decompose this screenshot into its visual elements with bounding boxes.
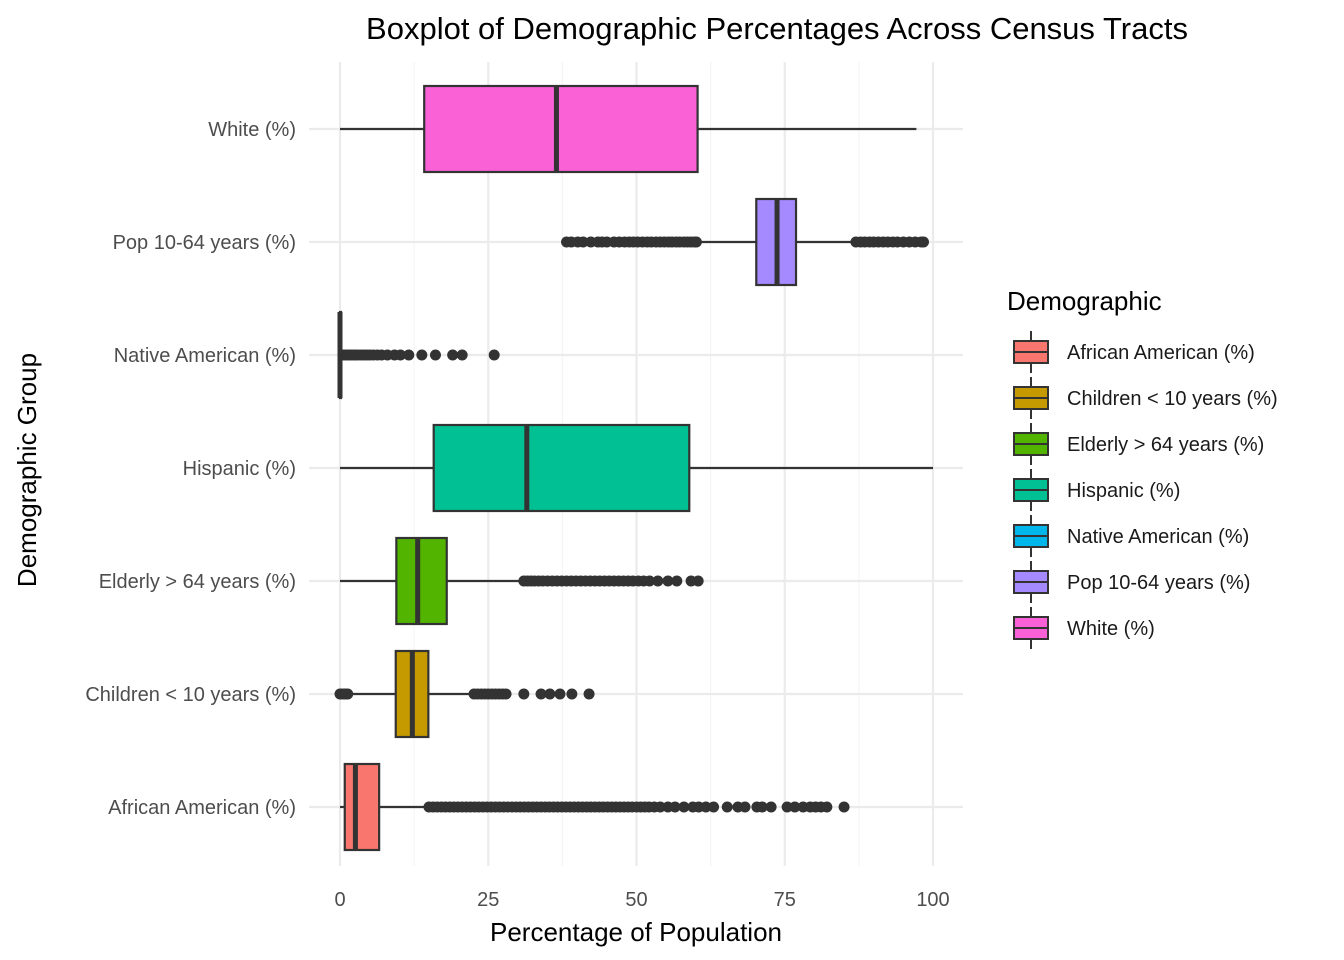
y-axis-title: Demographic Group — [12, 353, 42, 587]
outlier-point — [692, 575, 704, 587]
outlier-point — [456, 349, 468, 361]
outlier-point — [535, 688, 547, 700]
outlier-point — [690, 236, 702, 248]
outlier-point — [700, 801, 712, 813]
boxplot-series — [334, 84, 933, 852]
outlier-point — [500, 688, 512, 700]
outlier-point — [518, 688, 530, 700]
outlier-point — [342, 688, 354, 700]
chart-title: Boxplot of Demographic Percentages Acros… — [366, 11, 1188, 46]
legend-label: Children < 10 years (%) — [1067, 388, 1278, 410]
outlier-point — [544, 688, 556, 700]
x-tick-label: 100 — [916, 889, 949, 911]
y-axis-tick-labels: White (%) Pop 10-64 years (%) Native Ameri… — [85, 119, 296, 819]
outlier-point — [652, 575, 664, 587]
box-iqr — [395, 536, 448, 626]
y-tick-label: Pop 10-64 years (%) — [113, 232, 296, 254]
outlier-point — [429, 349, 441, 361]
outlier-point — [669, 801, 681, 813]
legend-item: Hispanic (%) — [1013, 469, 1180, 511]
y-tick-label: Children < 10 years (%) — [85, 684, 296, 706]
box-iqr — [432, 423, 691, 513]
legend-item: Children < 10 years (%) — [1013, 377, 1278, 419]
legend-label: Hispanic (%) — [1067, 480, 1180, 502]
legend-title: Demographic — [1007, 286, 1162, 316]
box-elderly-64-years — [340, 536, 704, 626]
x-axis-title: Percentage of Population — [490, 917, 782, 947]
legend: Demographic African American (%) Children… — [1007, 286, 1278, 649]
box-white — [340, 84, 917, 174]
outlier-point — [739, 801, 751, 813]
y-tick-label: Elderly > 64 years (%) — [99, 571, 296, 593]
legend-label: Native American (%) — [1067, 526, 1249, 548]
outlier-point — [654, 801, 666, 813]
box-native-american — [337, 310, 500, 400]
legend-item: White (%) — [1013, 607, 1155, 649]
outlier-point — [756, 801, 768, 813]
outlier-point — [403, 349, 415, 361]
outlier-point — [918, 236, 930, 248]
outlier-point — [488, 349, 500, 361]
outlier-point — [583, 688, 595, 700]
legend-label: Pop 10-64 years (%) — [1067, 572, 1250, 594]
outlier-point — [554, 688, 566, 700]
outlier-point — [781, 801, 793, 813]
outlier-point — [644, 575, 656, 587]
outlier-point — [721, 801, 733, 813]
outlier-point — [678, 801, 690, 813]
outlier-point — [416, 349, 428, 361]
y-tick-label: Hispanic (%) — [183, 458, 296, 480]
y-tick-label: Native American (%) — [114, 345, 296, 367]
outlier-point — [394, 349, 406, 361]
outlier-point — [662, 575, 674, 587]
box-children-10-years — [334, 649, 595, 739]
outlier-point — [447, 349, 459, 361]
outlier-point — [821, 801, 833, 813]
outlier-point — [708, 801, 720, 813]
outlier-point — [566, 688, 578, 700]
box-iqr — [343, 762, 381, 852]
box-african-american — [340, 762, 850, 852]
outlier-point — [577, 236, 589, 248]
x-tick-label: 25 — [477, 889, 499, 911]
legend-label: African American (%) — [1067, 342, 1255, 364]
outlier-point — [671, 575, 683, 587]
legend-item: Native American (%) — [1013, 515, 1249, 557]
box-pop-10-64-years — [561, 197, 930, 287]
y-tick-label: White (%) — [208, 119, 296, 141]
y-tick-label: African American (%) — [108, 797, 296, 819]
x-axis-tick-labels: 0 25 50 75 100 — [334, 889, 949, 911]
outlier-point — [789, 801, 801, 813]
box-hispanic — [340, 423, 933, 513]
legend-label: Elderly > 64 years (%) — [1067, 434, 1264, 456]
x-tick-label: 50 — [625, 889, 647, 911]
legend-label: White (%) — [1067, 618, 1155, 640]
outlier-point — [838, 801, 850, 813]
legend-item: Pop 10-64 years (%) — [1013, 561, 1250, 603]
x-tick-label: 0 — [334, 889, 345, 911]
legend-item: African American (%) — [1013, 331, 1255, 373]
box-iqr — [423, 84, 699, 174]
legend-item: Elderly > 64 years (%) — [1013, 423, 1264, 465]
outlier-point — [765, 801, 777, 813]
x-tick-label: 75 — [774, 889, 796, 911]
